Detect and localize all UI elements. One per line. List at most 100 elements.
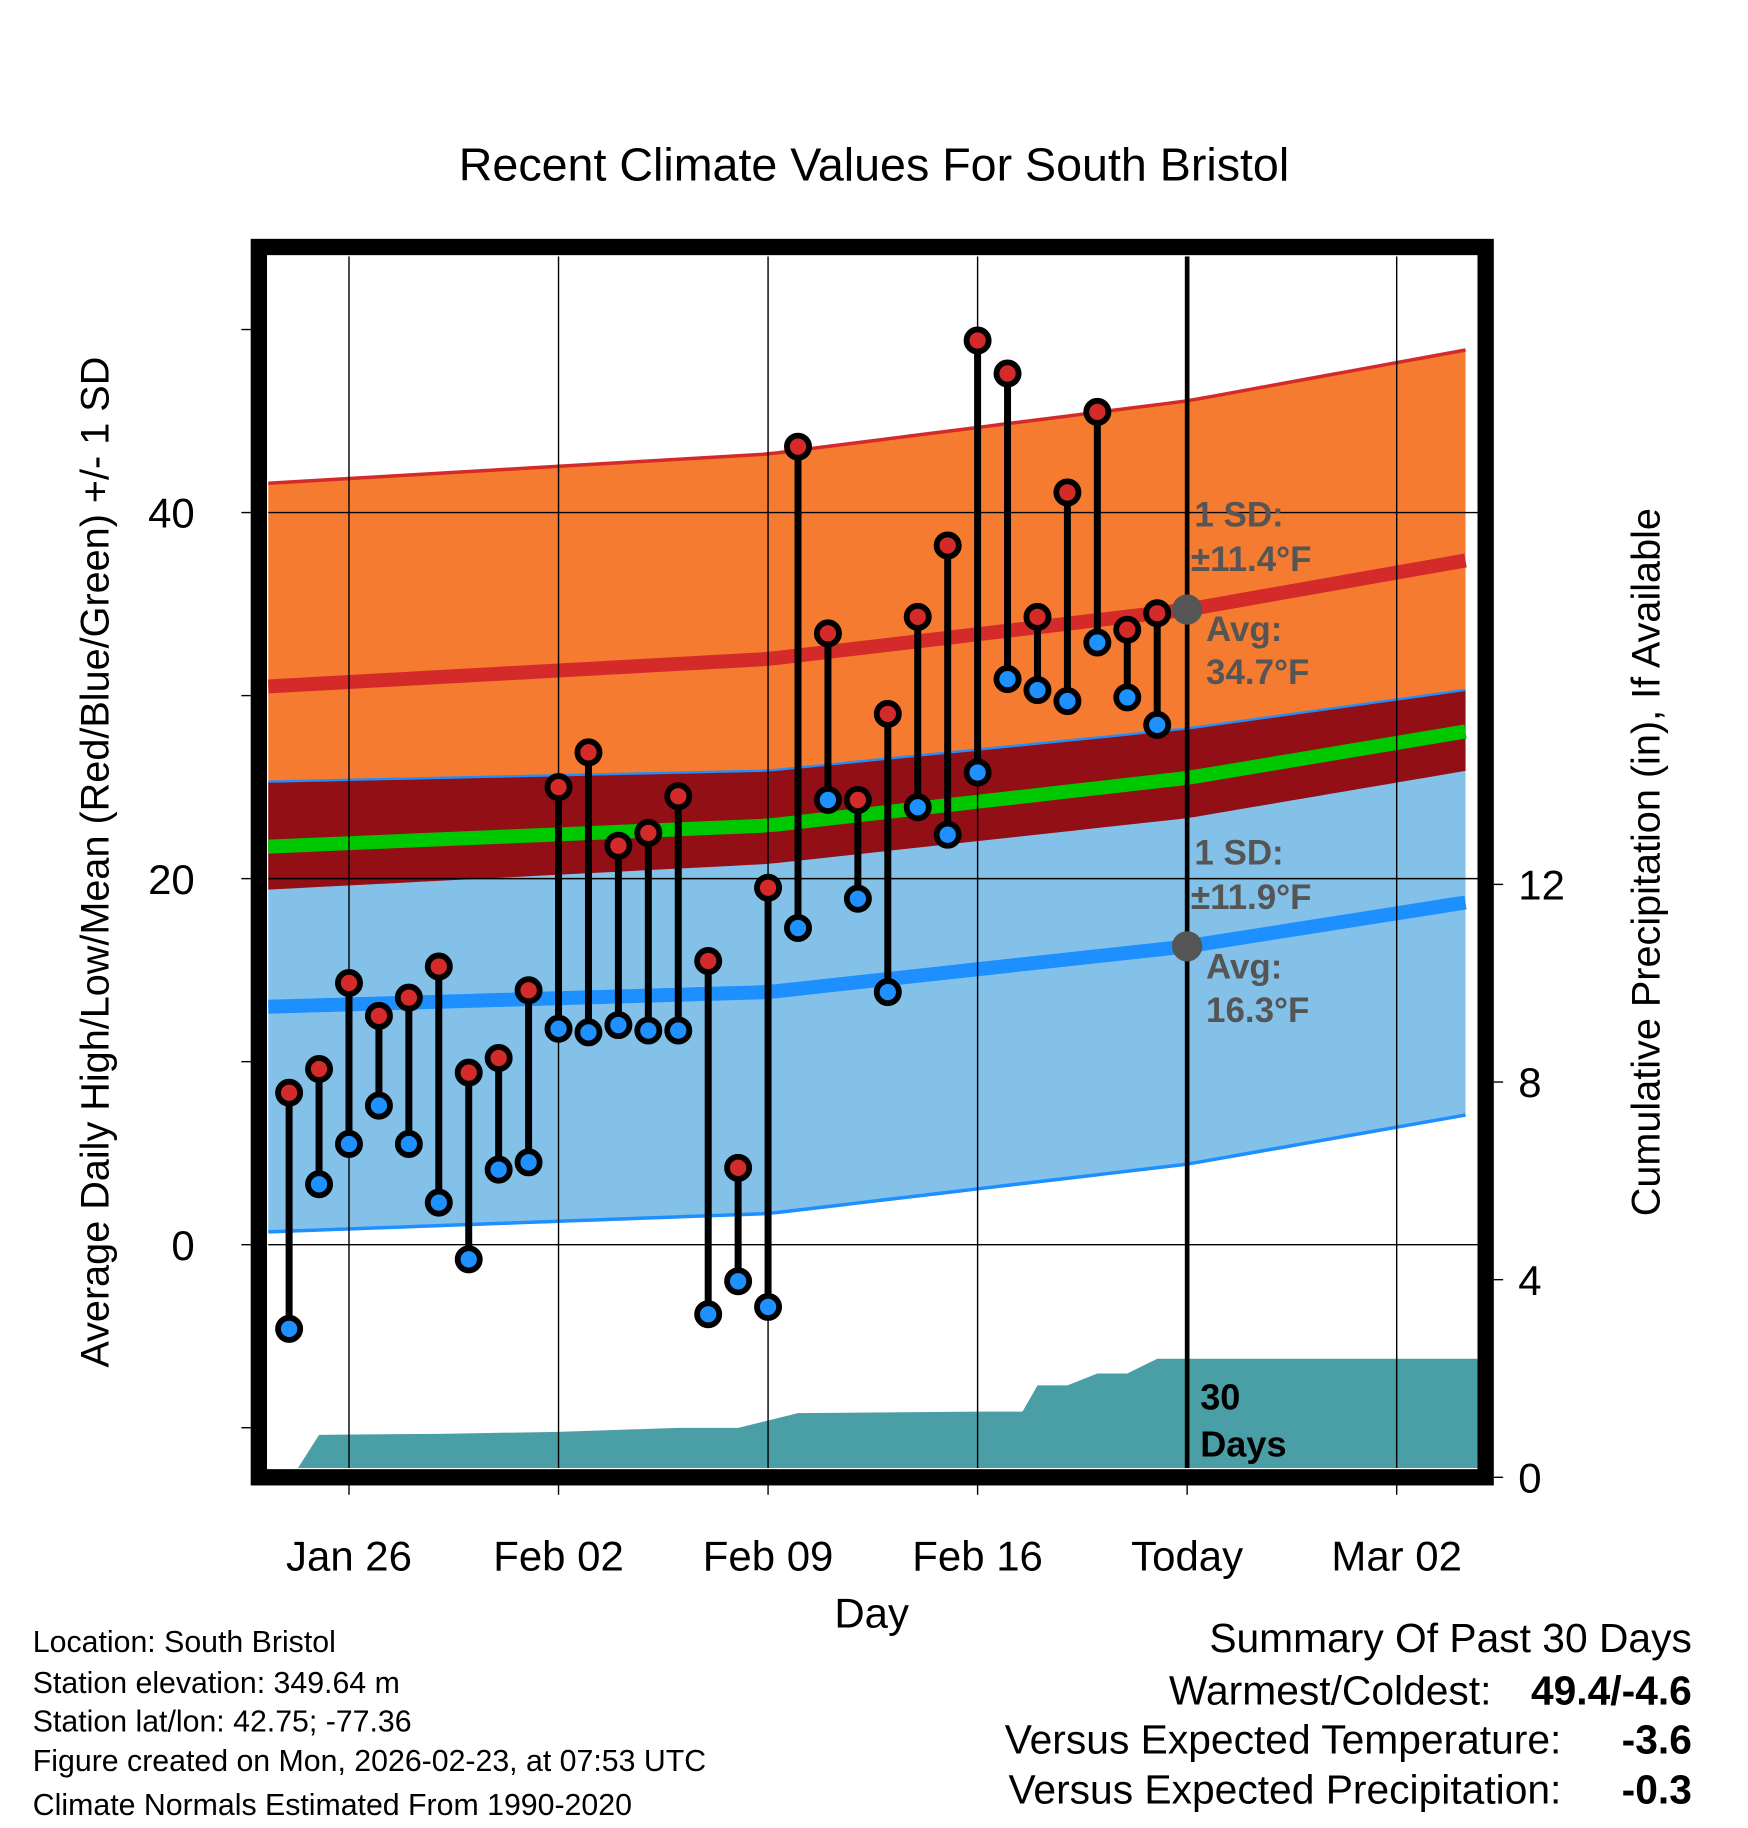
summary-warm-cold-value: 49.4/-4.6 bbox=[1531, 1668, 1692, 1714]
high-point bbox=[335, 968, 363, 997]
high-point bbox=[754, 873, 783, 902]
annotation-low-sd-label: 1 SD: bbox=[1194, 833, 1283, 872]
low-avg-marker bbox=[1171, 931, 1203, 962]
x-tick-label: Feb 09 bbox=[703, 1533, 834, 1580]
high-point bbox=[544, 773, 573, 802]
low-point bbox=[993, 665, 1022, 694]
x-axis-label: Day bbox=[834, 1590, 909, 1637]
observation-day bbox=[1053, 478, 1082, 716]
high-point bbox=[903, 602, 932, 631]
plot-frame bbox=[250, 238, 1494, 1486]
low-point bbox=[724, 1267, 753, 1296]
low-point bbox=[664, 1016, 693, 1045]
high-point bbox=[634, 818, 663, 847]
summary-warm-cold-label: Warmest/Coldest: bbox=[1169, 1668, 1491, 1714]
annotation-high-avg-label: Avg: bbox=[1206, 610, 1282, 649]
high-point bbox=[1083, 397, 1112, 426]
observation-day bbox=[394, 983, 423, 1159]
low-point bbox=[394, 1130, 423, 1159]
high-point bbox=[484, 1044, 513, 1072]
low-upper-sd-line bbox=[268, 688, 1466, 783]
low-point bbox=[784, 914, 812, 943]
annotation-low-sd-value: ±11.9°F bbox=[1191, 878, 1312, 917]
low-point bbox=[1023, 676, 1052, 705]
low-point bbox=[514, 1148, 543, 1177]
observation-day bbox=[454, 1058, 483, 1274]
summary-temp-value: -3.6 bbox=[1622, 1716, 1692, 1762]
high-upper-sd-line bbox=[268, 348, 1466, 486]
x-tick-label: Mar 02 bbox=[1331, 1533, 1462, 1580]
high-point bbox=[424, 952, 453, 981]
high-point bbox=[963, 326, 992, 355]
low-point bbox=[963, 758, 992, 787]
observation-day bbox=[305, 1055, 334, 1199]
annotation-high-sd-label: 1 SD: bbox=[1194, 496, 1283, 535]
low-point bbox=[1083, 628, 1112, 657]
high-point bbox=[454, 1058, 483, 1087]
high-point bbox=[694, 947, 723, 975]
observation-day bbox=[1023, 602, 1052, 705]
annotation-high-avg-value: 34.7°F bbox=[1206, 653, 1309, 692]
high-point bbox=[1143, 599, 1172, 628]
low-point bbox=[843, 884, 872, 913]
observation-day bbox=[604, 831, 633, 1040]
low-point bbox=[933, 820, 962, 849]
summary-precip-value: -0.3 bbox=[1622, 1767, 1692, 1813]
observation-day bbox=[873, 699, 902, 1007]
high-point bbox=[843, 785, 872, 814]
summary-panel: Summary Of Past 30 Days Warmest/Coldest:… bbox=[1005, 1615, 1692, 1812]
high-point bbox=[993, 359, 1022, 388]
observation-day bbox=[544, 773, 573, 1043]
x-tick-label: Jan 26 bbox=[286, 1533, 412, 1580]
low-point bbox=[424, 1188, 453, 1217]
high-point bbox=[364, 1001, 393, 1030]
observation-day bbox=[664, 782, 693, 1045]
plot-overlay: 1 SD: ±11.4°F Avg: 34.7°F 1 SD: ±11.9°F Avg: 16… bbox=[275, 326, 1312, 1464]
low-point bbox=[813, 785, 842, 814]
footer-elevation: Station elevation: 349.64 m bbox=[33, 1667, 400, 1700]
observation-day bbox=[1143, 599, 1172, 739]
annotation-high-sd-value: ±11.4°F bbox=[1191, 540, 1312, 579]
chart-title: Recent Climate Values For South Bristol bbox=[459, 139, 1289, 191]
high-point bbox=[813, 619, 842, 648]
observation-day bbox=[724, 1153, 753, 1296]
observation-day bbox=[1113, 615, 1142, 712]
observation-day bbox=[903, 602, 932, 822]
high-point bbox=[574, 738, 603, 767]
precipitation-area bbox=[298, 1358, 1478, 1468]
low-point bbox=[903, 793, 932, 822]
observation-day bbox=[275, 1078, 304, 1343]
annotation-low-avg-value: 16.3°F bbox=[1206, 991, 1309, 1030]
y-right-tick-label: 8 bbox=[1518, 1059, 1541, 1106]
summary-title: Summary Of Past 30 Days bbox=[1209, 1615, 1692, 1661]
y-axis-label: Average Daily High/Low/Mean (Red/Blue/Gr… bbox=[74, 357, 118, 1368]
low-point bbox=[873, 978, 902, 1007]
low-point bbox=[1053, 687, 1082, 716]
y-right-tick-label: 12 bbox=[1518, 862, 1565, 909]
observation-day bbox=[694, 947, 723, 1329]
observation-day bbox=[634, 818, 663, 1045]
observation-day bbox=[784, 432, 812, 943]
low-point bbox=[275, 1314, 304, 1343]
observation-day bbox=[514, 976, 543, 1177]
annotation-low-avg-label: Avg: bbox=[1206, 948, 1282, 987]
x-tick-label: Today bbox=[1131, 1533, 1243, 1580]
low-point bbox=[484, 1155, 513, 1184]
footer-latlon: Station lat/lon: 42.75; -77.36 bbox=[33, 1705, 412, 1738]
summary-temp-label: Versus Expected Temperature: bbox=[1005, 1716, 1562, 1762]
observation-day bbox=[484, 1044, 513, 1184]
high-point bbox=[1053, 478, 1082, 507]
observation-day bbox=[963, 326, 992, 787]
axes: Jan 26 Feb 02 Feb 09 Feb 16 Today Mar 0202040… bbox=[148, 328, 1565, 1580]
footer-location: Location: South Bristol bbox=[33, 1626, 336, 1659]
low-point bbox=[574, 1018, 603, 1047]
y-tick-label: 40 bbox=[148, 490, 195, 537]
station-info: Location: South Bristol Station elevatio… bbox=[33, 1626, 706, 1822]
high-point bbox=[724, 1153, 753, 1182]
observation-day bbox=[843, 785, 872, 913]
observation-day bbox=[574, 738, 603, 1047]
high-point bbox=[873, 699, 902, 728]
high-point bbox=[664, 782, 693, 811]
x-tick-label: Feb 16 bbox=[912, 1533, 1043, 1580]
footer-normals: Climate Normals Estimated From 1990-2020 bbox=[33, 1789, 632, 1822]
